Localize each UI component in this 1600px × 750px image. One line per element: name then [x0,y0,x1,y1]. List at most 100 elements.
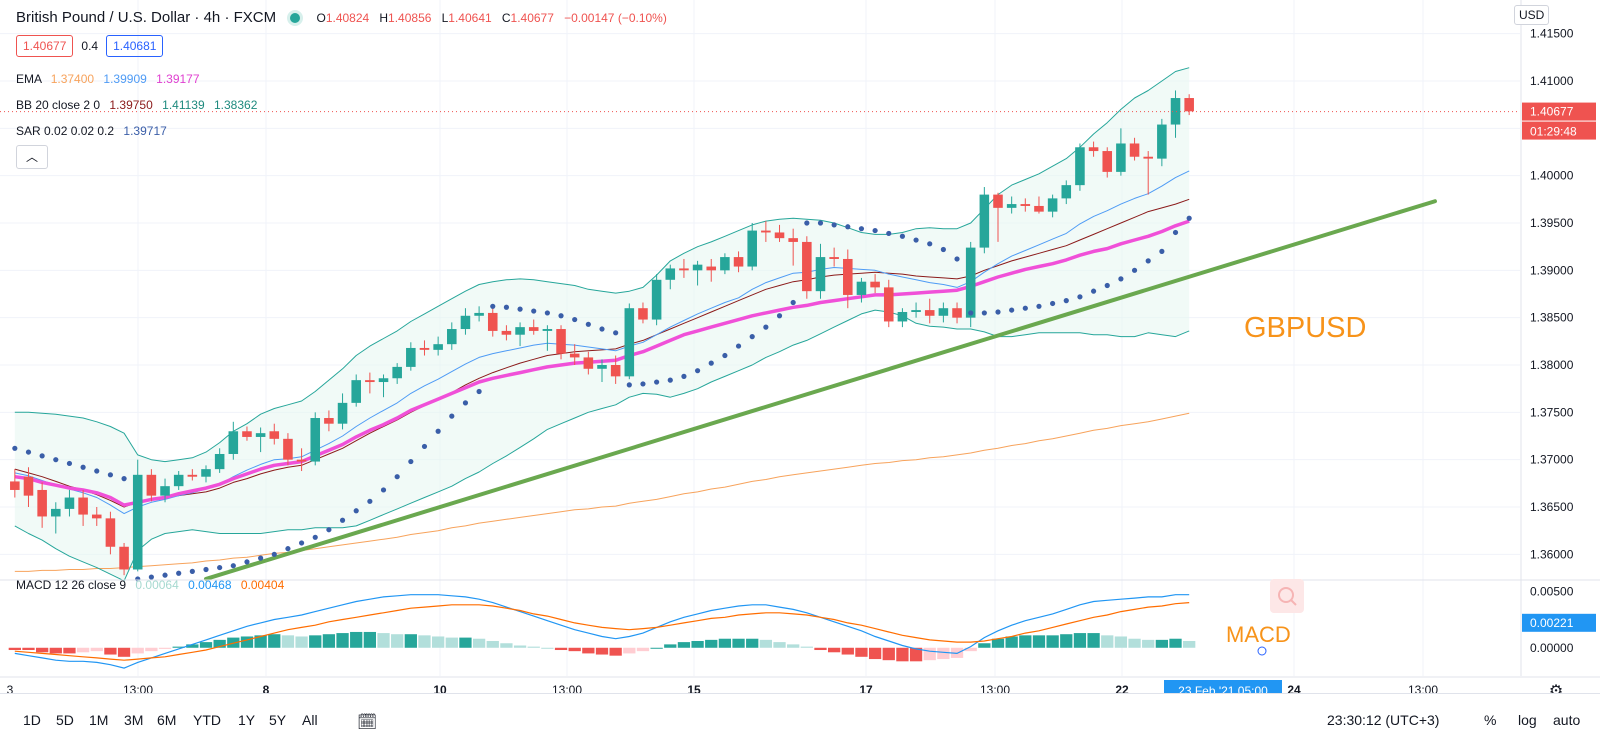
macd-line-value: 0.00468 [188,578,232,592]
macd-tick-label: 0.00500 [1530,584,1574,598]
macd-histogram-bar [650,647,663,649]
search-icon-handle [1290,599,1297,606]
range-button-6m[interactable]: 6M [157,712,177,728]
macd-histogram-bar [964,647,977,652]
sar-dot [1131,267,1138,273]
candle-body [132,474,143,570]
countdown-label: 01:29:48 [1530,125,1577,139]
clock[interactable]: 23:30:12 (UTC+3) [1327,712,1440,728]
auto-toggle[interactable]: auto [1553,712,1581,728]
sar-dot [913,237,919,243]
candle-body [883,287,894,322]
sar-dot [558,313,564,319]
candle-body [146,474,157,496]
candle-body [665,268,676,280]
sar-dot [654,379,660,385]
candle-body [610,365,621,377]
sar-dot [1077,294,1083,300]
macd-histogram-bar [1101,635,1114,648]
candle-body [638,308,648,320]
sar-dot [626,382,632,388]
macd-histogram-bar [1046,635,1059,648]
sar-dot [927,241,933,247]
ema-long-line [14,412,1190,572]
sar-dot [790,299,796,306]
macd-histogram-bar [213,639,226,648]
buy-button[interactable]: 1.40681 [106,35,164,57]
macd-histogram-bar [418,635,431,648]
candle-body [1047,198,1058,212]
sar-dot [271,551,277,557]
candle-body [23,476,34,496]
candle-body [460,315,471,330]
sar-legend[interactable]: SAR 0.02 0.02 0.2 1.39717 [16,124,167,138]
collapse-legend-button[interactable]: ︿ [16,145,48,169]
macd-histogram-bar [199,642,213,648]
bb-legend[interactable]: BB 20 close 2 0 1.39750 1.41139 1.38362 [16,98,257,112]
candle-body [228,431,239,454]
macd-histogram-bar [472,638,486,648]
macd-signal-value: 0.00404 [240,578,285,592]
range-button-3m[interactable]: 3M [124,712,144,728]
sar-dot [886,230,892,237]
macd-legend[interactable]: MACD 12 26 close 9 0.00064 0.00468 0.004… [16,578,284,592]
sar-dot [449,413,455,419]
macd-histogram-bar [377,633,390,648]
countdown-badge [1522,121,1596,140]
log-toggle[interactable]: log [1518,712,1537,728]
sar-dot [735,343,742,349]
candle-body [1184,98,1194,112]
interval[interactable]: 4h [203,9,221,26]
candle-body [815,257,826,292]
price-tick-label: 1.41500 [1530,27,1574,41]
range-button-1d[interactable]: 1D [23,712,41,728]
sar-dot [80,464,86,470]
sar-dot [298,540,305,546]
search-icon-bg[interactable] [1270,579,1304,613]
range-button-1y[interactable]: 1Y [238,712,256,728]
macd-histogram-bar [1087,633,1100,648]
macd-histogram-bar [1142,639,1155,648]
candle-body [870,281,880,288]
currency-button[interactable]: USD [1514,5,1550,25]
macd-current-label: 0.00221 [1530,616,1574,630]
ema-value-2: 1.39909 [103,72,147,86]
bb-basis-line [14,198,1190,508]
sar-dot [1145,258,1151,264]
search-icon[interactable] [1278,587,1294,603]
sar-dot [899,233,906,239]
bb-label: BB 20 close 2 0 [16,98,101,112]
range-button-all[interactable]: All [302,712,318,728]
candle-body [965,247,976,318]
macd-histogram-bar [404,634,417,648]
macd-histogram-bar [732,638,745,648]
macd-annotation: MACD [1226,622,1291,647]
sar-dot [189,568,195,574]
calendar-range-icon[interactable]: 🗓 [357,714,378,731]
candle-body [351,380,361,403]
symbol-name[interactable]: British Pound / U.S. Dollar [16,9,191,26]
sar-dot [394,474,400,480]
candle-body [433,344,443,350]
sar-dot [763,324,769,330]
ema-legend[interactable]: EMA 1.37400 1.39909 1.39177 [16,72,200,86]
percent-toggle[interactable]: % [1484,712,1497,728]
candle-body [542,329,553,331]
sar-dot [339,517,346,523]
range-button-1m[interactable]: 1M [89,712,109,728]
gbpusd-annotation: GBPUSD [1244,312,1366,344]
sar-dot [1118,276,1124,282]
sar-dot [981,310,987,316]
macd-histogram-bar [527,646,540,648]
sar-dot [107,472,114,478]
sell-button[interactable]: 1.40677 [16,35,74,57]
range-button-5d[interactable]: 5D [56,712,74,728]
candle-body [733,257,744,267]
range-button-ytd[interactable]: YTD [193,712,221,728]
range-button-5y[interactable]: 5Y [269,712,287,728]
candle-body [788,238,798,242]
candle-body [897,311,908,322]
open-value: 1.40824 [325,11,370,25]
bb-value-lower: 1.38362 [213,98,258,112]
